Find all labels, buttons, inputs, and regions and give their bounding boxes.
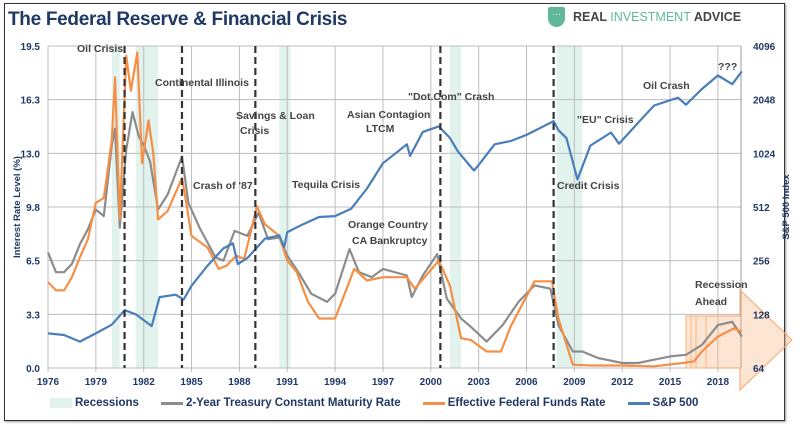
annotation: Ahead (695, 296, 727, 308)
x-tick-label: 1997 (372, 377, 395, 388)
x-tick-label: 2012 (611, 377, 634, 388)
logo-text: REAL INVESTMENT ADVICE (573, 10, 741, 24)
y-tick-label: 13.0 (21, 149, 41, 160)
x-tick-label: 1982 (133, 377, 156, 388)
arrow-trail-box (695, 315, 707, 369)
y2-tick-label: 128 (753, 310, 770, 321)
legend-label: S&P 500 (652, 397, 699, 409)
logo-text-advice: ADVICE (690, 10, 742, 24)
x-tick-label: 1988 (228, 377, 251, 388)
legend-swatch-fedfunds (422, 401, 445, 405)
x-tick-label: 2000 (420, 377, 443, 388)
annotation: Savings & Loan (236, 110, 315, 122)
chart-title: The Federal Reserve & Financial Crisis (8, 9, 348, 30)
x-tick-label: 1985 (180, 377, 203, 388)
logo: ··· REAL INVESTMENT ADVICE (548, 7, 741, 27)
annotation: ??? (718, 61, 737, 73)
legend-sp500: S&P 500 (627, 397, 699, 409)
legend-swatch-recessions (50, 398, 72, 408)
x-tick-label: 2015 (659, 377, 682, 388)
x-tick-label: 1976 (37, 377, 60, 388)
y2-tick-label: 512 (753, 203, 770, 214)
y2-tick-label: 2048 (753, 96, 776, 107)
y2-tick-label: 4096 (753, 42, 776, 53)
y-tick-label: 9.8 (26, 203, 40, 214)
annotation: Crisis (240, 125, 269, 137)
shield-logo-icon: ··· (548, 7, 565, 27)
legend-swatch-sp500 (627, 401, 650, 405)
annotation: LTCM (366, 123, 395, 135)
annotation: Orange Country (348, 219, 428, 231)
y-tick-label: 16.3 (21, 96, 41, 107)
y-axis-label: Interest Rate Level (%) (12, 156, 23, 258)
annotation: CA Bankruptcy (352, 235, 428, 247)
chart-frame (4, 3, 785, 421)
x-tick-label: 1994 (324, 377, 347, 388)
logo-text-real: REAL (573, 10, 611, 24)
annotation: Crash of '87 (193, 180, 253, 192)
legend: Recessions 2-Year Treasury Constant Matu… (50, 397, 698, 409)
y-tick-label: 0.0 (26, 364, 40, 375)
y2-tick-label: 1024 (753, 149, 776, 160)
annotation: Asian Contagion (347, 109, 430, 121)
x-tick-label: 2003 (468, 377, 491, 388)
annotation: "Dot.Com" Crash (408, 91, 494, 103)
y2-tick-label: 64 (753, 364, 765, 375)
annotation: Continental Illinois (155, 77, 249, 89)
annotation: Oil Crash (643, 80, 690, 92)
x-tick-label: 1979 (85, 377, 108, 388)
y-tick-label: 3.3 (26, 310, 40, 321)
legend-treasury: 2-Year Treasury Constant Maturity Rate (160, 397, 401, 409)
annotation: Recession (695, 279, 748, 291)
y-tick-label: 6.5 (26, 257, 40, 268)
logo-text-investment: INVESTMENT (610, 10, 691, 24)
y-tick-label: 19.5 (21, 42, 41, 53)
annotation: Oil Crisis (77, 43, 123, 55)
x-tick-label: 2006 (515, 377, 538, 388)
legend-swatch-treasury (160, 401, 183, 405)
x-tick-label: 2018 (707, 377, 730, 388)
y2-tick-label: 256 (753, 257, 770, 268)
legend-label: 2-Year Treasury Constant Maturity Rate (185, 397, 401, 409)
legend-label: Effective Federal Funds Rate (447, 397, 606, 409)
annotation: "EU" Crisis (577, 114, 634, 126)
legend-fedfunds: Effective Federal Funds Rate (422, 397, 606, 409)
sp500-line (47, 70, 743, 343)
y2-axis-label: S&P 500 Index (781, 174, 792, 240)
annotation: Credit Crisis (557, 180, 620, 192)
x-tick-label: 2009 (563, 377, 586, 388)
x-tick-label: 1991 (276, 377, 299, 388)
legend-recessions: Recessions (50, 397, 139, 409)
fedfunds-line (47, 51, 743, 368)
legend-label: Recessions (75, 397, 139, 409)
annotation: Tequila Crisis (292, 179, 360, 191)
